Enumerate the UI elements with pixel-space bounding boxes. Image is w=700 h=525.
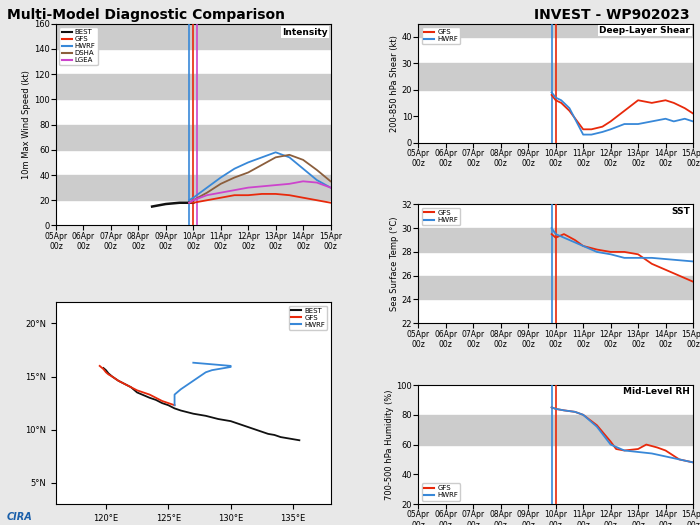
Bar — [56, 175, 330, 200]
Legend: GFS, HWRF: GFS, HWRF — [422, 484, 460, 500]
Text: Deep-Layer Shear: Deep-Layer Shear — [599, 26, 690, 35]
Y-axis label: 200-850 hPa Shear (kt): 200-850 hPa Shear (kt) — [390, 35, 399, 132]
Bar — [419, 276, 693, 299]
Text: Mid-Level RH: Mid-Level RH — [624, 387, 690, 396]
Y-axis label: 700-500 hPa Humidity (%): 700-500 hPa Humidity (%) — [385, 390, 393, 500]
Text: Multi-Model Diagnostic Comparison: Multi-Model Diagnostic Comparison — [7, 8, 285, 22]
Text: INVEST - WP902023: INVEST - WP902023 — [534, 8, 690, 22]
Text: Track: Track — [300, 306, 328, 315]
Legend: GFS, HWRF: GFS, HWRF — [422, 27, 460, 44]
Bar — [419, 228, 693, 252]
Text: CIRA: CIRA — [7, 512, 33, 522]
Text: SST: SST — [671, 207, 690, 216]
Bar — [419, 63, 693, 90]
Text: Intensity: Intensity — [282, 28, 328, 37]
Bar — [419, 415, 693, 445]
Bar — [56, 74, 330, 99]
Legend: GFS, HWRF: GFS, HWRF — [422, 208, 460, 225]
Y-axis label: 10m Max Wind Speed (kt): 10m Max Wind Speed (kt) — [22, 70, 31, 179]
Bar — [419, 24, 693, 37]
Bar — [56, 124, 330, 150]
Legend: BEST, GFS, HWRF, DSHA, LGEA: BEST, GFS, HWRF, DSHA, LGEA — [60, 27, 98, 66]
Bar — [56, 24, 330, 49]
Y-axis label: Sea Surface Temp (°C): Sea Surface Temp (°C) — [390, 216, 399, 311]
Legend: BEST, GFS, HWRF: BEST, GFS, HWRF — [289, 306, 327, 330]
